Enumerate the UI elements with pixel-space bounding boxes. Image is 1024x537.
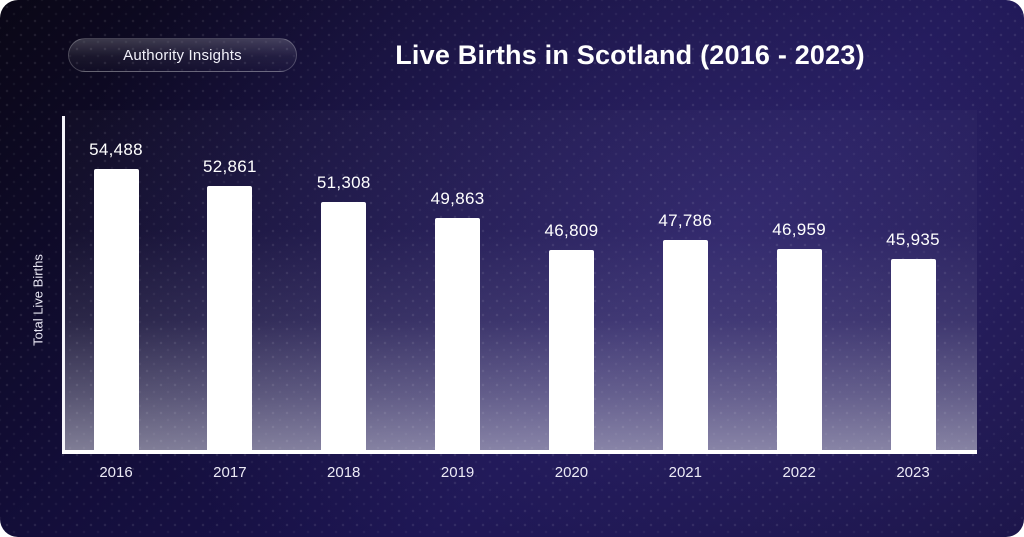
bar	[321, 202, 367, 450]
bar-value-label: 54,488	[89, 140, 143, 159]
x-tick-label: 2018	[327, 464, 361, 481]
bar-group-2017: 52,861 2017	[185, 110, 275, 481]
bar-group-2016: 54,488 2016	[71, 110, 161, 481]
bar-value-label: 51,308	[316, 173, 371, 192]
bar	[890, 259, 936, 450]
bar	[662, 240, 708, 450]
chart-title: Live Births in Scotland (2016 - 2023)	[395, 40, 865, 70]
authority-insights-badge: Authority Insights	[68, 38, 297, 72]
bar-value-label: 46,959	[772, 220, 827, 239]
bar	[776, 249, 822, 450]
bar	[93, 169, 139, 450]
plot-area: 54,488 2016 52,861 2017 51,308 2018 49,863 2019…	[62, 110, 977, 481]
bar	[548, 250, 594, 450]
y-axis-line	[62, 116, 65, 454]
bar-value-label: 49,863	[430, 189, 485, 208]
bar-group-2019: 49,863 2019	[413, 110, 503, 481]
bar-group-2020: 46,809 2020	[526, 110, 616, 481]
badge-label: Authority Insights	[123, 46, 242, 64]
bar	[207, 186, 253, 450]
bar-value-label: 47,786	[658, 211, 713, 230]
x-tick-label: 2020	[554, 464, 589, 481]
bar	[435, 218, 481, 450]
bar-group-2021: 47,786 2021	[640, 110, 730, 481]
bar-group-2018: 51,308 2018	[299, 110, 389, 481]
x-axis-line	[62, 450, 977, 454]
x-tick-label: 2016	[99, 464, 133, 481]
x-tick-label: 2022	[782, 464, 816, 481]
y-axis-title: Total Live Births	[30, 254, 46, 346]
bar-value-label: 52,861	[202, 157, 257, 176]
x-tick-label: 2021	[668, 464, 702, 481]
bar-group-2023: 45,935 2023	[868, 110, 958, 481]
x-tick-label: 2017	[213, 464, 247, 481]
bar-value-label: 46,809	[544, 221, 599, 240]
bar-group-2022: 46,959 2022	[754, 110, 844, 481]
bar-value-label: 45,935	[886, 230, 940, 249]
x-tick-label: 2023	[896, 464, 930, 481]
x-tick-label: 2019	[440, 464, 475, 481]
